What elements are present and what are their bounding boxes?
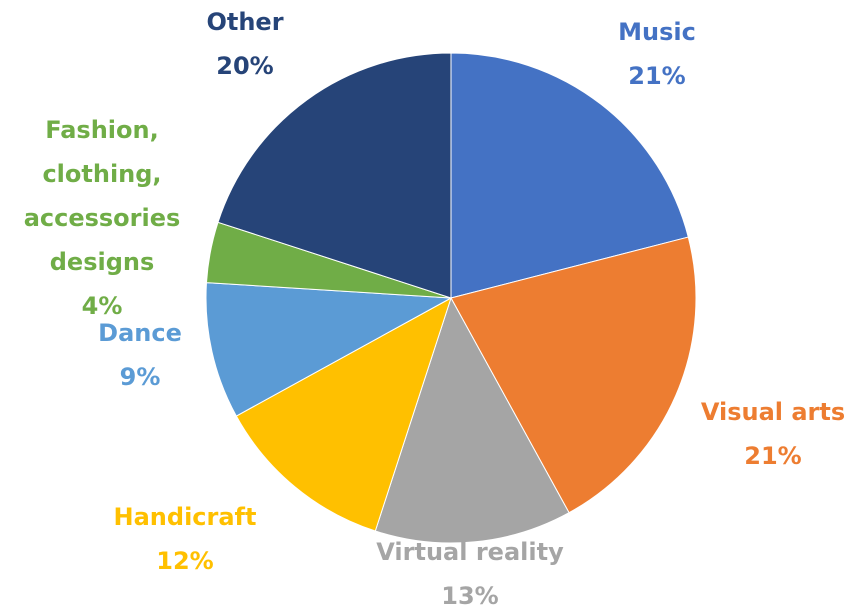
value-label: 4% <box>81 292 123 320</box>
category-name: Dance <box>98 319 182 347</box>
pie-slice <box>235 296 452 532</box>
category-name: Music <box>618 18 696 46</box>
value-label: 20% <box>216 52 274 80</box>
value-label: 21% <box>628 62 686 90</box>
slice-label: Other 20% <box>145 0 345 88</box>
slice-label: Virtual reality 13% <box>330 530 610 611</box>
category-name: Visual arts <box>700 398 846 426</box>
slice-label: Handicraft 12% <box>55 495 315 583</box>
value-label: 21% <box>744 442 802 470</box>
pie-slice <box>217 52 452 299</box>
slice-label: Music 21% <box>527 10 787 98</box>
pie-slice <box>205 282 453 417</box>
pie-slice <box>450 52 689 299</box>
category-name: Handicraft <box>113 503 257 531</box>
value-label: 12% <box>156 547 214 575</box>
pie-slice <box>450 236 697 514</box>
category-name: Other <box>206 8 284 36</box>
slice-label: Fashion, clothing, accessories designs 4% <box>2 108 202 328</box>
slice-label: Visual arts 21% <box>643 390 857 478</box>
pie-slice <box>374 296 570 544</box>
slice-label: Dance 9% <box>40 311 240 399</box>
category-name: Virtual reality <box>376 538 564 566</box>
value-label: 13% <box>441 582 499 610</box>
category-name: Fashion, clothing, accessories designs <box>23 116 181 276</box>
value-label: 9% <box>119 363 161 391</box>
